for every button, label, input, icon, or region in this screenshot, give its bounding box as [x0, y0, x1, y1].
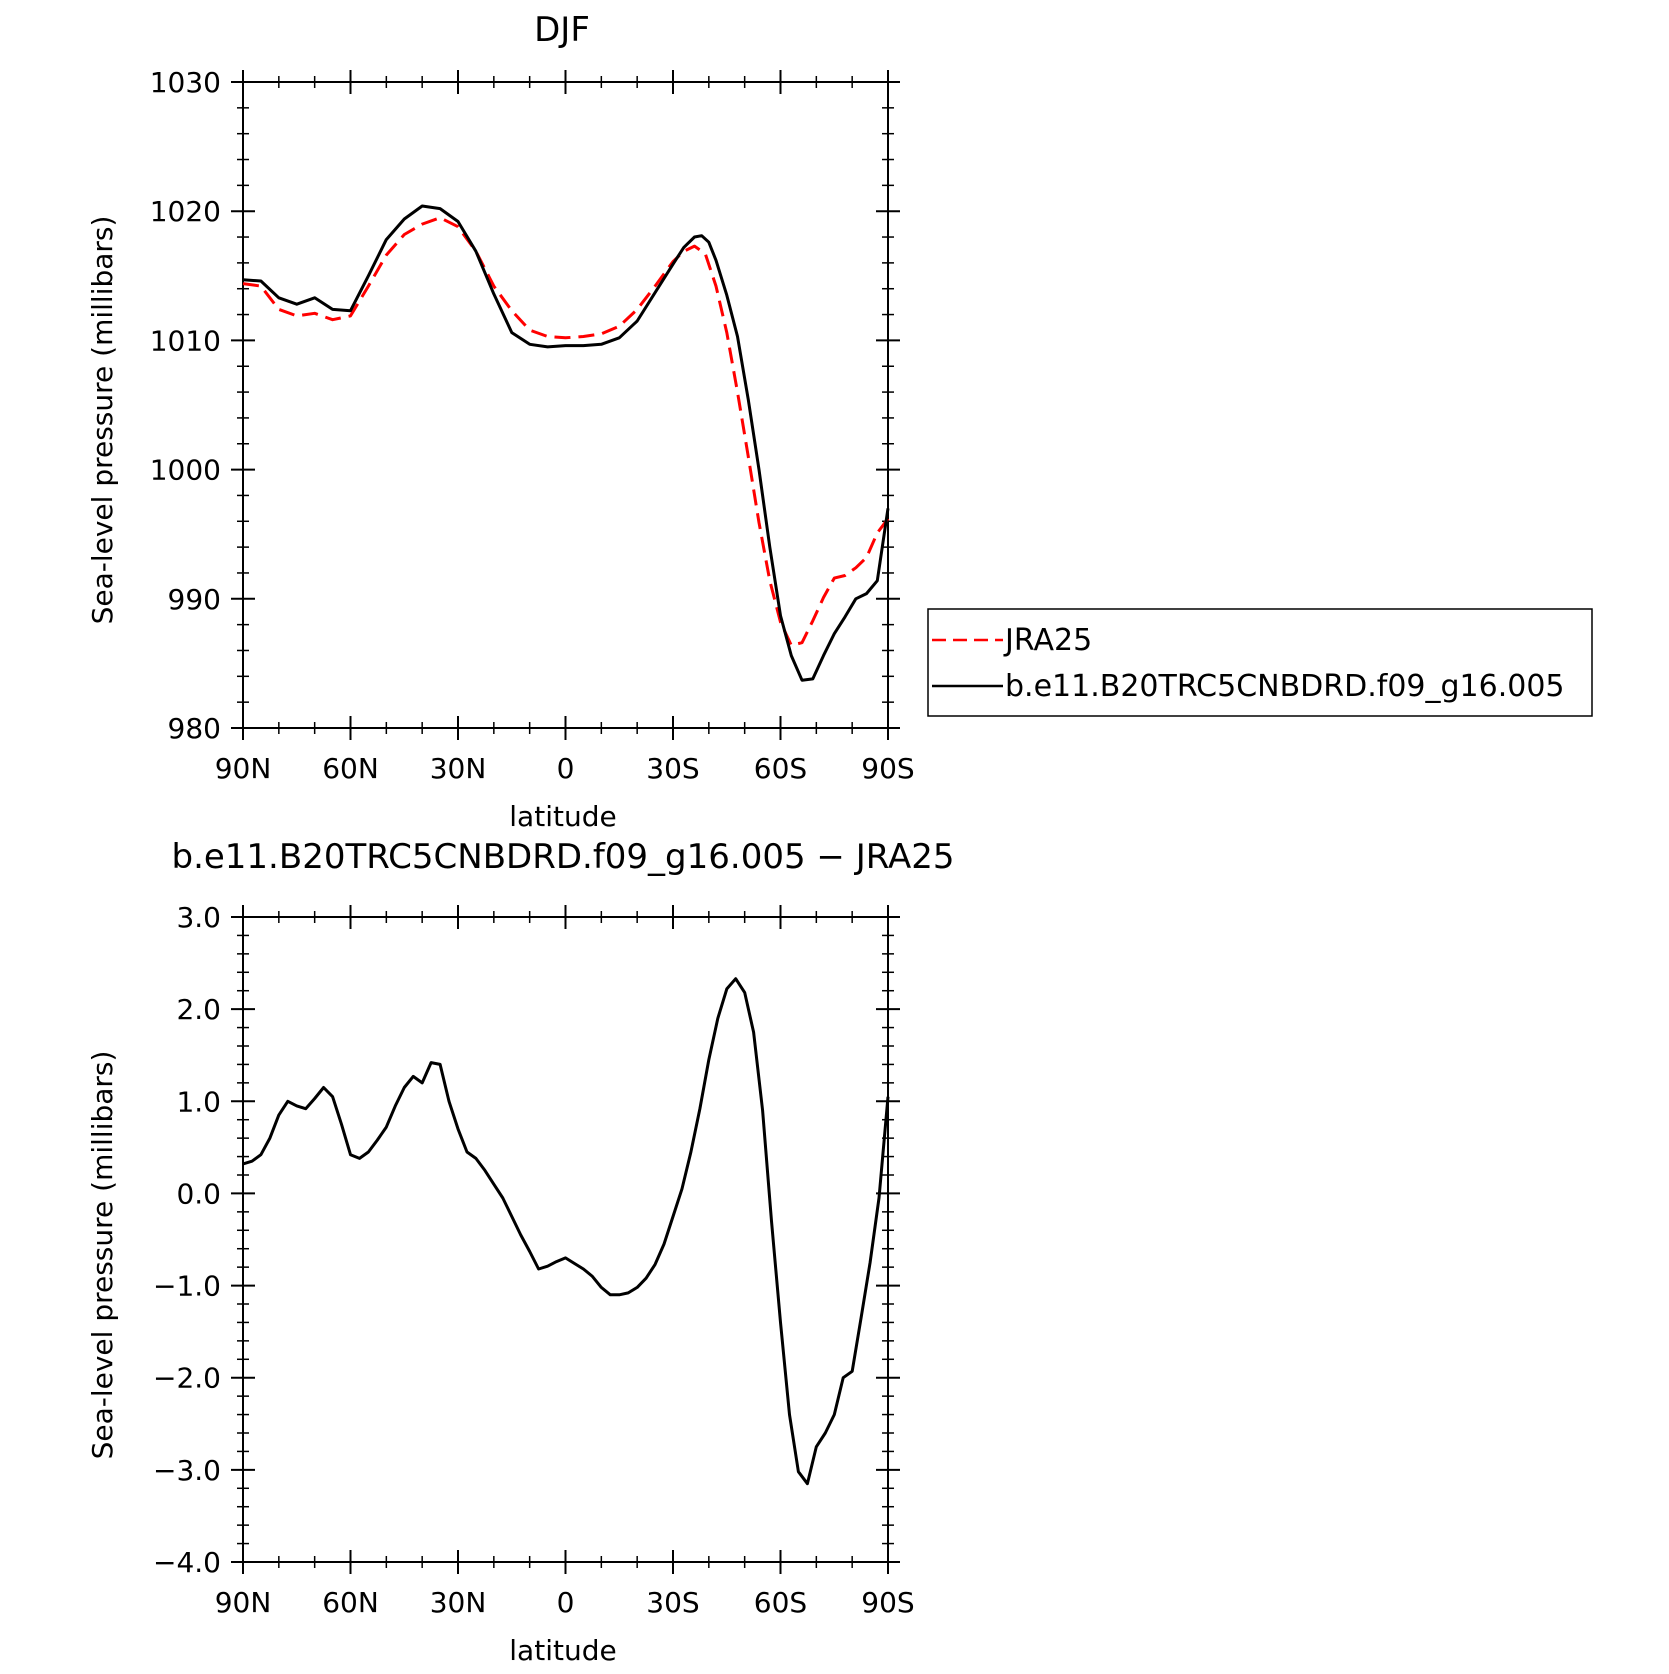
- top-y-tick-label: 1000: [150, 454, 221, 487]
- top-y-tick-label: 1030: [150, 66, 221, 99]
- bottom-y-tick-label: 0.0: [176, 1177, 221, 1210]
- bottom-x-tick-label: 90S: [861, 1586, 914, 1619]
- top-y-tick-label: 1020: [150, 195, 221, 228]
- bottom-axes: 90N 60N 30N 0 30S 60S 90S −4.0 −3.0 −2.0 −1.0 0.0 1.…: [153, 901, 915, 1619]
- bottom-y-tick-label: 2.0: [176, 993, 221, 1026]
- top-x-tick-label: 90N: [215, 752, 272, 785]
- bottom-x-tick-label: 0: [557, 1586, 575, 1619]
- legend: JRA25 b.e11.B20TRC5CNBDRD.f09_g16.005: [927, 608, 1593, 717]
- legend-box: [927, 608, 1593, 717]
- top-x-tick-label: 30S: [646, 752, 699, 785]
- top-y-tick-label: 980: [168, 712, 221, 745]
- bottom-y-tick-label: −2.0: [153, 1362, 221, 1395]
- top-series-line-1: [242, 204, 890, 682]
- top-chart-title: DJF: [534, 10, 590, 50]
- bottom-y-tick-label: 3.0: [176, 901, 221, 934]
- bottom-x-axis-title: latitude: [509, 1634, 616, 1667]
- top-y-tick-label: 990: [168, 583, 221, 616]
- top-x-tick-label: 90S: [861, 752, 914, 785]
- top-x-tick-label: 60S: [754, 752, 807, 785]
- bottom-x-tick-label: 30N: [430, 1586, 487, 1619]
- bottom-series-line-0: [242, 977, 890, 1486]
- bottom-y-axis-title: Sea-level pressure (millibars): [86, 1051, 119, 1460]
- top-y-axis-title: Sea-level pressure (millibars): [86, 216, 119, 625]
- bottom-x-tick-label: 90N: [215, 1586, 272, 1619]
- bottom-chart-title: b.e11.B20TRC5CNBDRD.f09_g16.005 − JRA25: [171, 837, 954, 877]
- bottom-x-tick-label: 30S: [646, 1586, 699, 1619]
- bottom-x-tick-label: 60S: [754, 1586, 807, 1619]
- bottom-panel: b.e11.B20TRC5CNBDRD.f09_g16.005 − JRA25 …: [86, 837, 955, 1667]
- top-series-lines: [242, 204, 890, 682]
- top-y-tick-label: 1010: [150, 324, 221, 357]
- top-panel: DJF Sea-level pressure (millibars) latit…: [86, 10, 915, 833]
- legend-label-jra25: JRA25: [1003, 623, 1092, 658]
- bottom-y-tick-label: −4.0: [153, 1546, 221, 1579]
- bottom-series-lines: [242, 977, 890, 1486]
- top-x-tick-label: 0: [557, 752, 575, 785]
- bottom-y-tick-label: −1.0: [153, 1270, 221, 1303]
- top-axes: 90N 60N 30N 0 30S 60S 90S 980 990 1000 1010 1020 103…: [150, 66, 915, 785]
- top-plot-frame: [242, 81, 889, 729]
- bottom-y-tick-label: 1.0: [176, 1085, 221, 1118]
- bottom-y-tick-label: −3.0: [153, 1454, 221, 1487]
- legend-label-model: b.e11.B20TRC5CNBDRD.f09_g16.005: [1005, 669, 1565, 704]
- bottom-plot-frame: [242, 916, 889, 1563]
- top-x-tick-label: 30N: [430, 752, 487, 785]
- top-x-axis-title: latitude: [509, 800, 616, 833]
- bottom-x-tick-label: 60N: [322, 1586, 379, 1619]
- top-x-tick-label: 60N: [322, 752, 379, 785]
- top-series-line-0: [242, 216, 890, 647]
